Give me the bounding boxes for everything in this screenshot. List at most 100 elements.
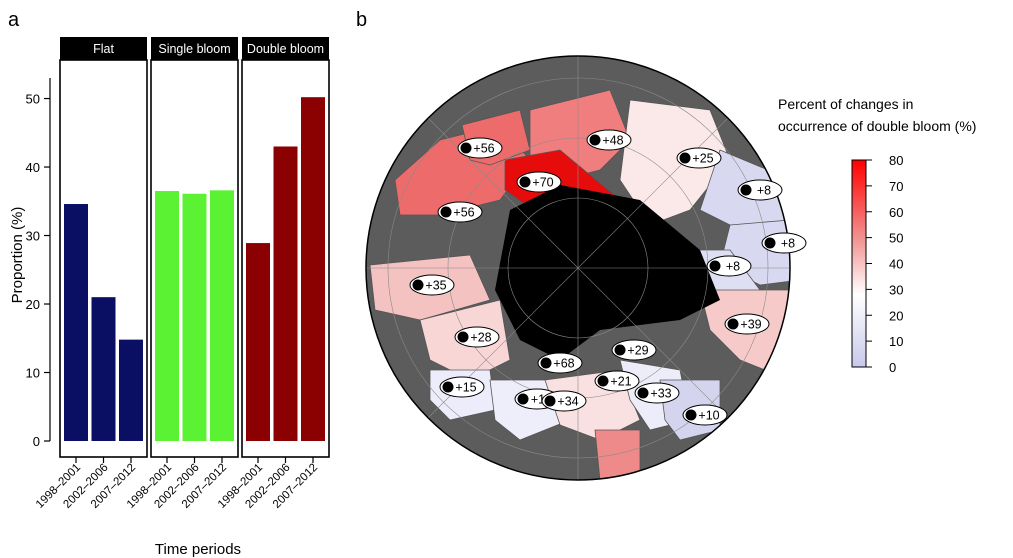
region-label: +10 — [682, 404, 728, 426]
colorbar-tick-label: 10 — [889, 334, 903, 349]
region-label: +8 — [761, 232, 807, 254]
region-label-oval — [682, 404, 728, 426]
region-dot-icon — [614, 344, 626, 356]
region-dot-icon — [519, 176, 531, 188]
colorbar-tick-label: 80 — [889, 153, 903, 168]
bar — [182, 193, 207, 441]
bar-chart: Proportion (%) Time periods 01020304050 … — [9, 37, 330, 558]
legend-title-line1: Percent of changes in — [778, 96, 913, 112]
region-label-value: +28 — [470, 331, 491, 345]
region-label-value: +48 — [602, 134, 623, 148]
region-label-oval — [611, 339, 657, 361]
region-label-oval — [454, 326, 500, 348]
region-label: +28 — [454, 326, 500, 348]
colorbar-tick-label: 0 — [889, 360, 896, 375]
region-label-value: +8 — [757, 184, 771, 198]
region-dot-icon — [460, 142, 472, 154]
x-axis-label: Time periods — [155, 541, 241, 558]
region-label: +34 — [541, 390, 587, 412]
region-dot-icon — [440, 206, 452, 218]
region-label: +35 — [409, 274, 455, 296]
y-tick-label: 30 — [26, 229, 40, 244]
region-label-oval — [537, 352, 583, 374]
region-dot-icon — [442, 381, 454, 393]
region-label-value: +25 — [692, 152, 713, 166]
region-label-oval — [437, 201, 483, 223]
region-label-value: +35 — [425, 279, 446, 293]
region-label-oval — [586, 129, 632, 151]
region-label-value: +15 — [455, 381, 476, 395]
region-label-oval — [724, 313, 770, 335]
region-label: +8 — [706, 255, 752, 277]
region-label-oval — [634, 382, 680, 404]
region-label-value: +39 — [740, 318, 761, 332]
colorbar-tick-label: 40 — [889, 257, 903, 272]
y-tick-label: 0 — [33, 434, 40, 449]
map-border — [365, 55, 791, 481]
region-label: +8 — [737, 179, 783, 201]
facet-strip-label: Double bloom — [247, 42, 324, 56]
region-label-oval — [457, 137, 503, 159]
bar — [273, 146, 298, 441]
region-label-oval — [594, 370, 640, 392]
region-label-value: +56 — [473, 142, 494, 156]
region-label: +15 — [439, 376, 485, 398]
region-dot-icon — [764, 237, 776, 249]
colorbar — [851, 159, 867, 368]
facet-strip — [151, 37, 238, 60]
region-dot-icon — [597, 375, 609, 387]
region-dot-icon — [544, 395, 556, 407]
colorbar-legend: Percent of changes in occurrence of doub… — [778, 96, 976, 375]
region-label: +56 — [457, 137, 503, 159]
bar — [64, 204, 88, 441]
region-dot-icon — [709, 260, 721, 272]
colorbar-ticks: 0 10 20 30 40 50 60 70 80 — [866, 153, 903, 375]
region-dot-icon — [412, 279, 424, 291]
region-label-value: +34 — [557, 395, 578, 409]
region-label-value: +70 — [532, 176, 553, 190]
colorbar-tick-label: 70 — [889, 179, 903, 194]
bar — [155, 191, 179, 441]
region-label-value: +8 — [726, 260, 740, 274]
region-label-oval — [409, 274, 455, 296]
region-label-value: +21 — [610, 375, 631, 389]
region-dot-icon — [637, 387, 649, 399]
colorbar-tick-label: 50 — [889, 231, 903, 246]
bar — [210, 190, 234, 441]
facet-strip-label: Single bloom — [158, 42, 230, 56]
region-label: +21 — [594, 370, 640, 392]
colorbar-tick-label: 30 — [889, 282, 903, 297]
region-label-value: +29 — [627, 344, 648, 358]
region-label: +33 — [634, 382, 680, 404]
y-ticks: 0 10 20 30 40 50 — [26, 92, 50, 449]
region-label-oval — [516, 171, 562, 193]
panel-b-letter: b — [356, 9, 367, 31]
region-dot-icon — [740, 184, 752, 196]
region-label-value: +56 — [453, 206, 474, 220]
region-label-oval — [541, 390, 587, 412]
colorbar-tick-label: 20 — [889, 308, 903, 323]
region-label-oval — [439, 376, 485, 398]
facet-strip — [242, 37, 329, 60]
region-label: +25 — [676, 147, 722, 169]
bar — [246, 243, 270, 441]
region-label-value: +33 — [650, 387, 671, 401]
y-axis-label: Proportion (%) — [9, 207, 26, 304]
region-label: +68 — [537, 352, 583, 374]
legend-title-line2: occurrence of double bloom (%) — [778, 118, 976, 134]
bar — [119, 339, 143, 441]
y-tick-label: 10 — [26, 366, 40, 381]
region-label-value: +8 — [781, 237, 795, 251]
panel-a-letter: a — [8, 9, 20, 31]
region-label: +56 — [437, 201, 483, 223]
region-dot-icon — [540, 357, 552, 369]
region-dot-icon — [517, 393, 529, 405]
y-tick-label: 20 — [26, 297, 40, 312]
region-west-bering — [594, 429, 641, 480]
y-tick-label: 40 — [26, 160, 40, 175]
region-label-oval — [676, 147, 722, 169]
region-labels: +56 +48 +25 +8 +70 +56 +8 +8 +35 +39 +28 +29 +68 +21 +… — [409, 129, 807, 426]
region-label-value: +68 — [553, 357, 574, 371]
